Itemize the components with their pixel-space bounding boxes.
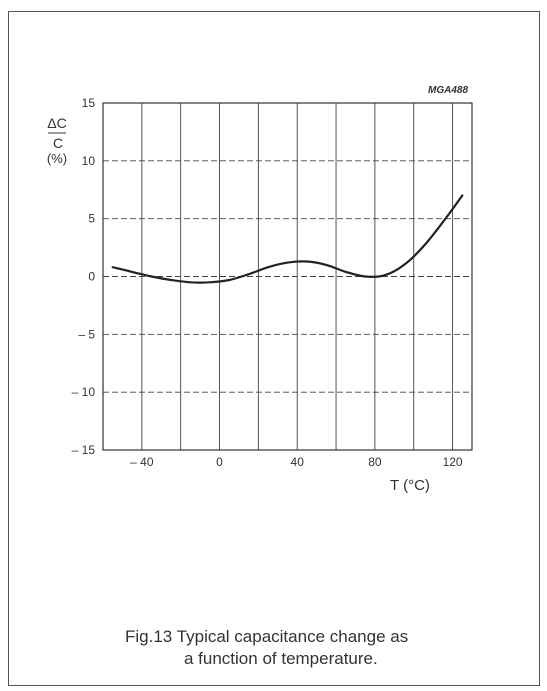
y-tick-label: – 10: [72, 385, 96, 399]
series-layer: [111, 194, 464, 284]
frame-border-left: [8, 11, 9, 686]
figure-caption-line2: a function of temperature.: [184, 649, 378, 668]
x-tick-label: 120: [443, 455, 463, 469]
frame-border-top: [8, 11, 540, 12]
y-tick-label: 15: [82, 96, 96, 110]
y-axis-label-c: C: [53, 135, 63, 151]
y-tick-labels: 15 10 5 0 – 5 – 10 – 15: [72, 96, 96, 457]
x-tick-label: 0: [216, 455, 223, 469]
x-tick-label: 40: [291, 455, 305, 469]
y-tick-label: – 5: [78, 327, 95, 341]
y-axis-label-unit: (%): [47, 151, 67, 166]
grid-layer: [103, 103, 472, 450]
x-tick-label: – 40: [130, 455, 154, 469]
capacitance-change-curve: [111, 194, 464, 284]
y-tick-label: 5: [88, 212, 95, 226]
x-axis-label: T (°C): [390, 477, 430, 494]
y-tick-label: 0: [88, 270, 95, 284]
figure-caption-line1: Fig.13 Typical capacitance change as: [125, 627, 409, 646]
frame-border-right: [539, 11, 540, 686]
x-tick-label: 80: [368, 455, 382, 469]
x-tick-labels: – 40 0 40 80 120: [130, 455, 463, 469]
y-tick-label: 10: [82, 154, 96, 168]
y-axis-label-delta-c: ΔC: [47, 115, 66, 131]
frame-border-bottom: [8, 685, 540, 686]
plot-area-frame: [102, 102, 473, 451]
figure-code: MGA488: [428, 85, 468, 96]
y-tick-label: – 15: [72, 443, 96, 457]
